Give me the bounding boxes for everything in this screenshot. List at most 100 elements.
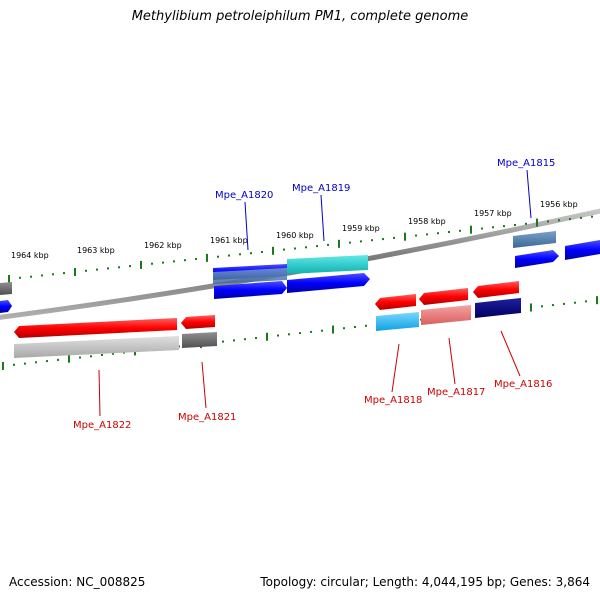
minor-tick: [35, 361, 37, 364]
major-tick: [206, 253, 208, 262]
minor-tick: [591, 215, 593, 218]
minor-tick: [19, 276, 21, 279]
gene-label-reverse[interactable]: Mpe_A1816: [494, 379, 552, 390]
minor-tick: [354, 326, 356, 328]
minor-tick: [541, 305, 543, 308]
minor-tick: [321, 329, 323, 332]
minor-tick: [195, 258, 197, 260]
gene-arrow-reverse[interactable]: [14, 336, 179, 358]
scale-label: 1964 kbp: [11, 251, 49, 260]
minor-tick: [360, 240, 362, 243]
gene-label-reverse[interactable]: Mpe_A1822: [73, 420, 131, 431]
gene-arrow-reverse[interactable]: [475, 298, 521, 318]
minor-tick: [85, 269, 87, 272]
scale-label: 1957 kbp: [474, 209, 512, 218]
gene-arrow-reverse[interactable]: [182, 332, 217, 348]
scale-ticks-top: [8, 215, 593, 283]
leader-line: [320, 194, 325, 242]
minor-tick: [96, 268, 98, 271]
minor-tick: [277, 334, 279, 337]
gene-label-reverse[interactable]: Mpe_A1818: [364, 395, 422, 406]
leader-line: [448, 337, 456, 385]
gene-arrow-forward[interactable]: [214, 281, 287, 299]
minor-tick: [294, 247, 296, 250]
gene-label-forward[interactable]: Mpe_A1820: [215, 190, 273, 201]
minor-tick: [299, 332, 301, 335]
major-tick: [332, 325, 334, 334]
gene-arrow-reverse[interactable]: [375, 294, 416, 310]
minor-tick: [255, 337, 257, 339]
major-tick: [536, 218, 538, 227]
gene-arrow-reverse[interactable]: [419, 288, 468, 305]
minor-tick: [365, 324, 367, 327]
major-tick: [68, 354, 70, 363]
major-tick: [2, 362, 4, 370]
gene-arrow-reverse[interactable]: [376, 312, 419, 331]
minor-tick: [30, 275, 32, 278]
gene-arrow-reverse[interactable]: [473, 281, 519, 298]
scale-label: 1958 kbp: [408, 217, 446, 226]
major-tick: [470, 225, 472, 234]
minor-tick: [239, 253, 241, 256]
gene-arrow-forward[interactable]: [0, 300, 12, 313]
minor-tick: [552, 304, 554, 307]
scale-label: 1962 kbp: [144, 241, 182, 250]
minor-tick: [481, 227, 483, 230]
gene-arrow-forward[interactable]: [0, 282, 12, 295]
major-tick: [8, 275, 10, 283]
leader-line: [391, 343, 400, 393]
gene-label-reverse[interactable]: Mpe_A1821: [178, 412, 236, 423]
minor-tick: [101, 354, 103, 356]
minor-tick: [437, 232, 439, 235]
map-title: Methylibium petroleiphilum PM1, complete…: [131, 9, 469, 24]
gene-arrow-reverse[interactable]: [421, 305, 471, 325]
minor-tick: [244, 338, 246, 341]
minor-tick: [371, 239, 373, 242]
minor-tick: [580, 216, 582, 219]
gene-label-reverse[interactable]: Mpe_A1817: [427, 387, 485, 398]
minor-tick: [558, 219, 560, 222]
minor-tick: [574, 301, 576, 304]
minor-tick: [459, 229, 461, 232]
gene-arrow-reverse[interactable]: [181, 315, 215, 329]
gene-label-forward[interactable]: Mpe_A1815: [497, 158, 555, 169]
minor-tick: [233, 339, 235, 342]
minor-tick: [316, 245, 318, 248]
minor-tick: [162, 261, 164, 264]
leader-line: [526, 169, 532, 219]
minor-tick: [426, 233, 428, 236]
gene-arrow-forward[interactable]: [287, 273, 370, 293]
gene-label-forward[interactable]: Mpe_A1819: [292, 183, 350, 194]
minor-tick: [569, 218, 571, 221]
minor-tick: [63, 272, 65, 275]
minor-tick: [151, 262, 153, 265]
minor-tick: [13, 363, 15, 366]
scale-label: 1959 kbp: [342, 224, 380, 233]
leader-line: [500, 330, 521, 377]
gene-arrow-forward[interactable]: [513, 231, 556, 248]
major-tick: [338, 239, 340, 248]
minor-tick: [46, 360, 48, 363]
minor-tick: [41, 274, 43, 277]
gene-arrow-forward[interactable]: [515, 250, 559, 268]
gene-arrow-forward[interactable]: [565, 240, 600, 260]
minor-tick: [563, 302, 565, 305]
minor-tick: [327, 243, 329, 246]
minor-tick: [228, 254, 230, 257]
major-tick: [404, 232, 406, 241]
minor-tick: [250, 252, 252, 255]
major-tick: [74, 268, 76, 276]
topology-summary: Topology: circular; Length: 4,044,195 bp…: [260, 575, 590, 589]
major-tick: [272, 246, 274, 255]
minor-tick: [222, 340, 224, 343]
minor-tick: [57, 358, 59, 361]
gene-arrow-forward[interactable]: [213, 268, 287, 284]
minor-tick: [514, 224, 516, 226]
scale-label: 1963 kbp: [77, 246, 115, 255]
gene-arrow-reverse[interactable]: [14, 318, 177, 338]
gene-arrow-forward[interactable]: [287, 255, 368, 274]
minor-tick: [503, 225, 505, 228]
minor-tick: [90, 355, 92, 358]
minor-tick: [393, 236, 395, 239]
